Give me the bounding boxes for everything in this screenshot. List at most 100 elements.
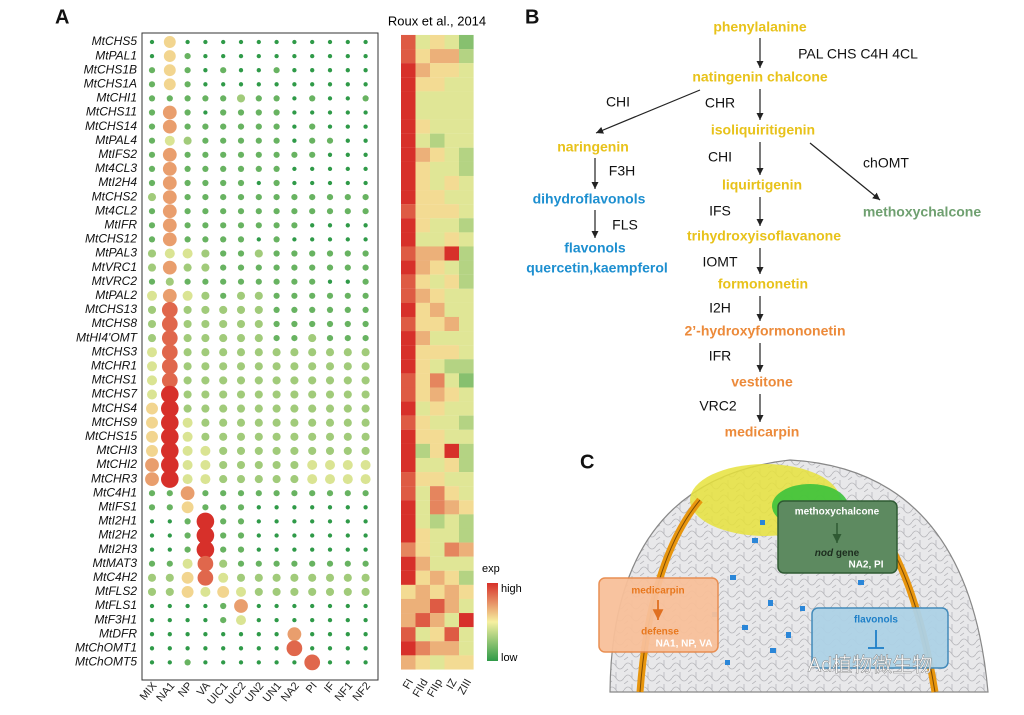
sample-label: NF2: [351, 680, 374, 704]
dot: [236, 348, 246, 357]
dot: [255, 123, 262, 130]
dot: [345, 547, 350, 552]
dot: [148, 81, 156, 88]
heat-cell: [401, 401, 416, 416]
dot: [290, 348, 299, 357]
legend-title: exp: [482, 563, 500, 575]
dot: [237, 222, 245, 229]
dot: [361, 573, 370, 582]
dot: [255, 264, 262, 271]
dot: [308, 362, 317, 371]
heat-cell: [444, 77, 460, 92]
gene-label: MtCHS1: [92, 373, 137, 387]
dot: [183, 390, 192, 399]
dot: [162, 260, 177, 275]
dot: [256, 180, 261, 186]
heat-cell: [415, 190, 431, 205]
heat-cell: [430, 302, 445, 318]
dot: [219, 404, 228, 413]
dot: [219, 460, 228, 470]
heat-cell: [401, 556, 416, 571]
dot: [345, 223, 350, 228]
heat-cell: [430, 457, 445, 473]
gene-label: MtI2H3: [98, 542, 137, 556]
heat-cell: [430, 556, 445, 571]
dot: [363, 223, 368, 228]
dot: [325, 390, 335, 399]
gene-label: Mt4CL2: [95, 203, 137, 217]
dot: [148, 67, 156, 74]
dot: [345, 39, 350, 45]
dot: [255, 95, 262, 102]
heat-cell: [401, 161, 416, 177]
dot: [220, 602, 227, 610]
dot: [309, 250, 316, 257]
dot: [201, 418, 210, 427]
dot: [362, 95, 369, 102]
dot: [202, 151, 209, 158]
pathway-node: vestitone: [731, 374, 793, 390]
dot: [274, 519, 279, 524]
dot: [203, 660, 208, 665]
heat-cell: [401, 359, 416, 374]
dot: [161, 385, 179, 404]
heat-cell: [401, 415, 416, 430]
dot: [236, 334, 246, 343]
dot: [184, 67, 191, 74]
dot: [325, 587, 335, 596]
dot: [162, 204, 177, 219]
heat-cell: [430, 401, 445, 416]
dot: [345, 82, 350, 87]
heat-cell: [415, 500, 431, 515]
dot: [220, 151, 227, 158]
dot: [291, 306, 298, 313]
dot: [149, 660, 155, 665]
dot: [219, 334, 228, 343]
dot: [343, 362, 352, 371]
dot: [362, 292, 369, 299]
dot: [148, 95, 156, 102]
dot: [290, 573, 299, 582]
dot: [220, 222, 227, 229]
dot: [254, 587, 263, 596]
dot: [162, 105, 177, 120]
dot: [167, 603, 172, 609]
dot: [290, 418, 299, 427]
heat-cell: [415, 443, 431, 459]
dot: [200, 586, 211, 597]
heat-cell: [459, 161, 474, 177]
dot: [236, 460, 246, 470]
dot: [149, 39, 155, 45]
dot: [290, 475, 299, 484]
heat-cell: [415, 91, 431, 106]
dot: [310, 533, 315, 538]
gene-label: MtCHS12: [85, 232, 137, 246]
gene-label: MtCHS1A: [84, 76, 137, 90]
heat-cell: [459, 528, 474, 543]
dot: [310, 39, 315, 45]
pathway-node: liquirtigenin: [722, 177, 802, 193]
dot: [203, 110, 208, 115]
box-samples: NA1, NP, VA: [656, 639, 713, 650]
dot: [272, 475, 281, 484]
dot: [146, 402, 158, 415]
dot: [161, 456, 179, 474]
box-text: gene: [836, 548, 860, 559]
dot: [327, 53, 333, 59]
dot: [219, 348, 228, 357]
dot: [162, 147, 177, 162]
dot: [148, 278, 156, 285]
gene-label: Mt4CL3: [95, 161, 137, 175]
heat-cell: [401, 655, 416, 670]
dot: [161, 344, 178, 361]
heat-cell: [401, 232, 416, 247]
dot: [327, 223, 333, 228]
enzyme-label: chOMT: [863, 155, 909, 171]
gene-label: MtCHS3: [92, 344, 138, 358]
dot: [344, 560, 351, 567]
dot: [184, 222, 191, 229]
dot: [345, 533, 350, 538]
dot: [203, 53, 208, 59]
dot: [161, 302, 178, 318]
dot: [201, 305, 210, 314]
